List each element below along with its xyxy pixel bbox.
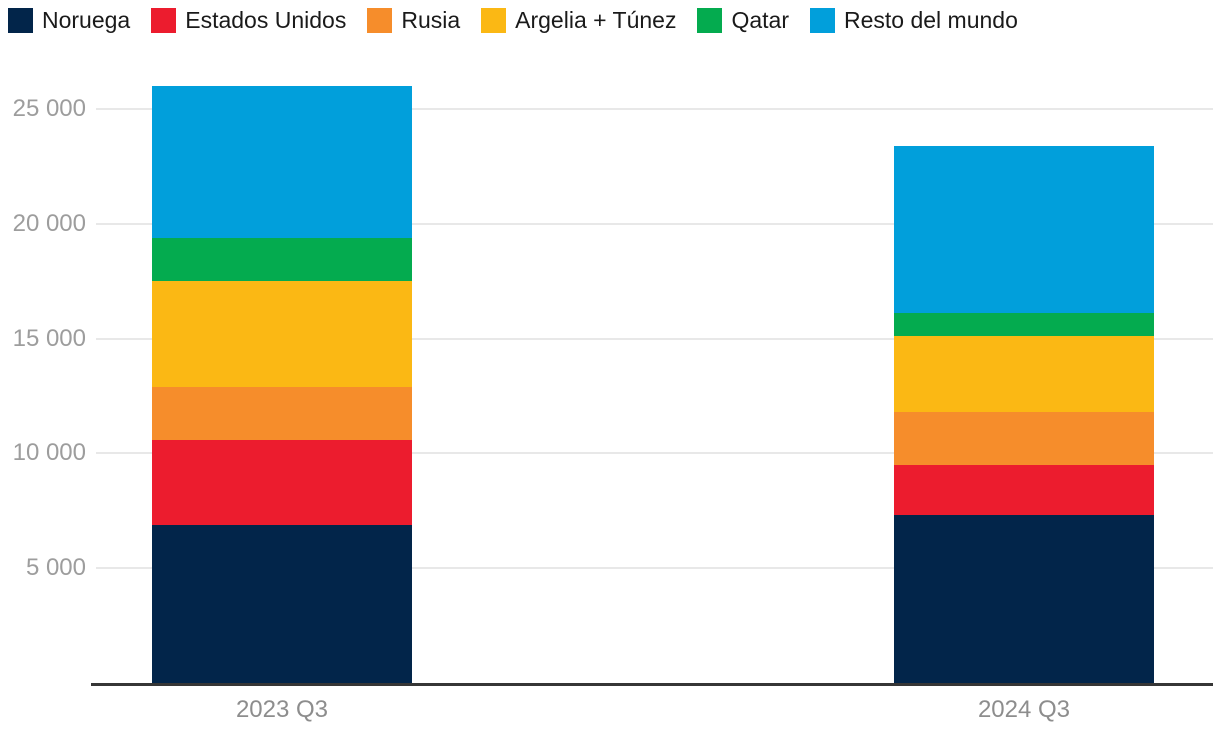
legend-item-label: Argelia + Túnez [515, 7, 677, 33]
bar-segment [152, 386, 412, 440]
bar-segment [894, 336, 1154, 413]
gridline [96, 337, 1213, 340]
legend-swatch-icon [481, 8, 507, 33]
legend-item-label: Noruega [42, 7, 131, 33]
bar-segment [894, 145, 1154, 314]
bar-segment [152, 524, 412, 683]
bar-segment [152, 237, 412, 282]
y-tick-label: 25 000 [12, 95, 86, 122]
gridline [96, 222, 1213, 225]
y-tick-label: 15 000 [12, 324, 86, 352]
bar-segment [152, 439, 412, 525]
bar-segment [894, 313, 1154, 337]
bar-2024-q3 [894, 0, 1154, 683]
x-axis-line [91, 683, 1213, 686]
legend-swatch-icon [151, 8, 177, 33]
legend-item-5[interactable]: Qatar [697, 8, 789, 33]
legend: Noruega Estados Unidos Rusia Argelia + Túne… [8, 8, 1018, 33]
bar-segment [894, 515, 1154, 683]
y-tick-label: 10 000 [12, 439, 86, 467]
gridline [96, 452, 1213, 455]
y-tick-label: 20 000 [12, 209, 86, 237]
legend-swatch-icon [367, 8, 393, 33]
legend-item-2[interactable]: Estados Unidos [151, 8, 346, 33]
legend-item-label: Qatar [731, 7, 789, 33]
x-axis-label: 2023 Q3 [235, 696, 329, 723]
legend-item-6[interactable]: Resto del mundo [810, 8, 1018, 33]
legend-item-1[interactable]: Noruega [8, 8, 130, 33]
legend-swatch-icon [810, 8, 835, 33]
bar-segment [894, 464, 1154, 516]
legend-item-3[interactable]: Rusia [367, 8, 460, 33]
legend-item-label: Resto del mundo [844, 7, 1018, 33]
legend-item-label: Estados Unidos [185, 7, 347, 33]
bar-segment [894, 412, 1154, 465]
legend-swatch-icon [697, 8, 723, 33]
gridline [96, 567, 1213, 570]
gridline [96, 108, 1213, 110]
bar-segment [152, 281, 412, 387]
y-tick-label: 5 000 [25, 554, 86, 582]
x-axis-label: 2024 Q3 [977, 696, 1071, 723]
legend-swatch-icon [8, 8, 33, 33]
legend-item-4[interactable]: Argelia + Túnez [481, 8, 676, 33]
bar-segment [152, 86, 412, 238]
bar-2023-q3 [152, 0, 412, 683]
legend-item-label: Rusia [401, 7, 461, 33]
